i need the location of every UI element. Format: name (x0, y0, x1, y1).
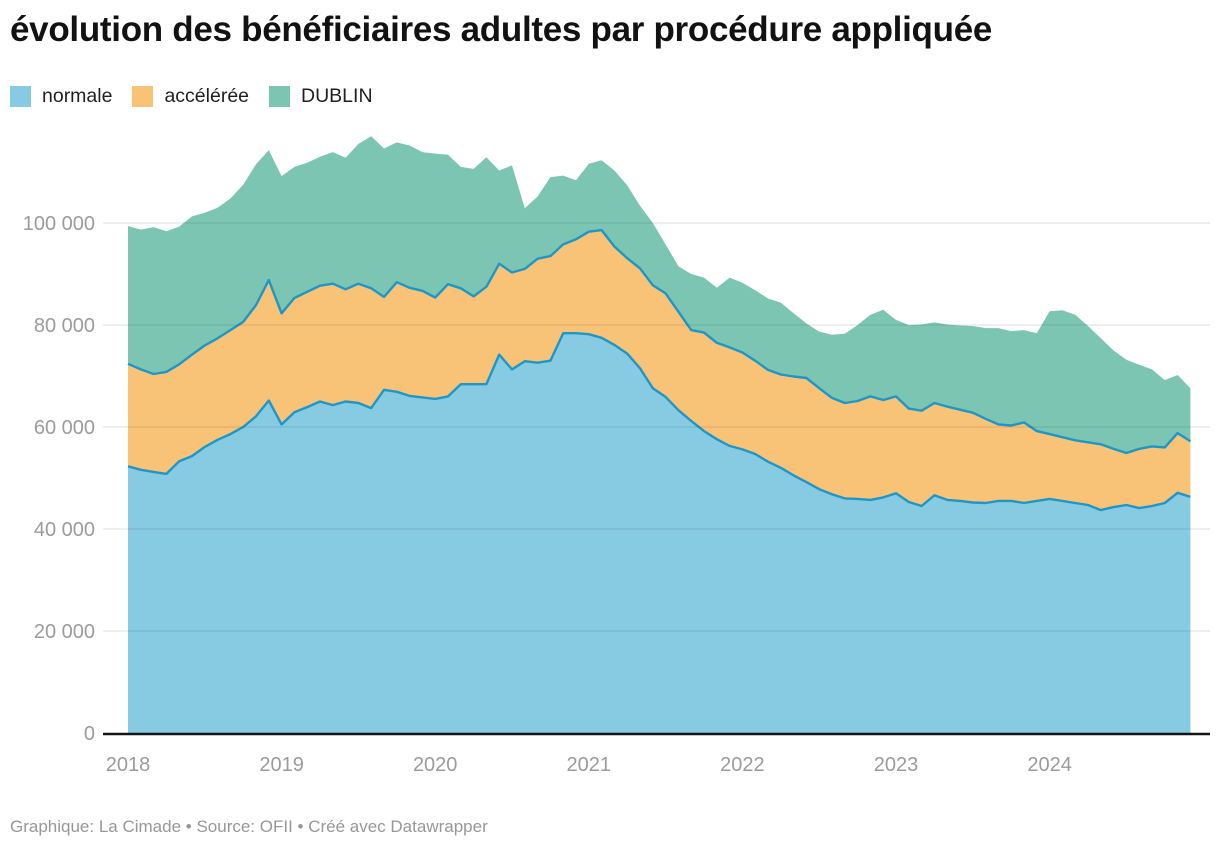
area-acceleree[interactable] (128, 230, 1191, 511)
line-acceleree (127, 228, 1192, 455)
x-axis-tick-label: 2018 (106, 754, 151, 776)
legend-item-acceleree: accélérée (132, 85, 249, 108)
x-axis-tick-label: 2019 (259, 754, 304, 776)
legend-item-dublin: DUBLIN (269, 85, 373, 108)
x-axis-tick-label: 2024 (1027, 754, 1072, 776)
attribution-footer: Graphique: La Cimade • Source: OFII • Cr… (10, 817, 488, 836)
legend-swatch-acceleree-icon (132, 86, 154, 107)
legend-swatch-normale-icon (10, 86, 31, 107)
y-axis-tick-label: 40 000 (34, 519, 95, 541)
y-axis-tick-label: 0 (84, 723, 95, 745)
x-axis-tick-label: 2021 (567, 754, 612, 776)
legend-item-normale: normale (10, 85, 112, 108)
legend: normale accélérée DUBLIN (10, 85, 373, 108)
stacked-area-chart[interactable]: 100 000 80 000 60 000 40 000 20 000 0 2018 2019… (0, 130, 1220, 790)
area-normale[interactable] (128, 333, 1191, 733)
x-axis-tick-label: 2023 (874, 754, 919, 776)
legend-label-normale: normale (42, 85, 113, 107)
y-axis-tick-label: 80 000 (34, 315, 95, 337)
legend-label-dublin: DUBLIN (301, 85, 373, 107)
area-dublin[interactable] (128, 136, 1191, 454)
legend-label-acceleree: accélérée (164, 85, 250, 107)
y-axis-tick-label: 20 000 (34, 621, 95, 643)
page-title: évolution des bénéficiaires adultes par … (10, 10, 993, 49)
x-axis-tick-label: 2020 (413, 754, 458, 776)
x-axis-tick-label: 2022 (720, 754, 765, 776)
y-axis-tick-label: 100 000 (23, 213, 95, 235)
legend-swatch-dublin-icon (269, 86, 291, 107)
line-normale (127, 332, 1191, 512)
y-axis-tick-label: 60 000 (34, 417, 95, 439)
